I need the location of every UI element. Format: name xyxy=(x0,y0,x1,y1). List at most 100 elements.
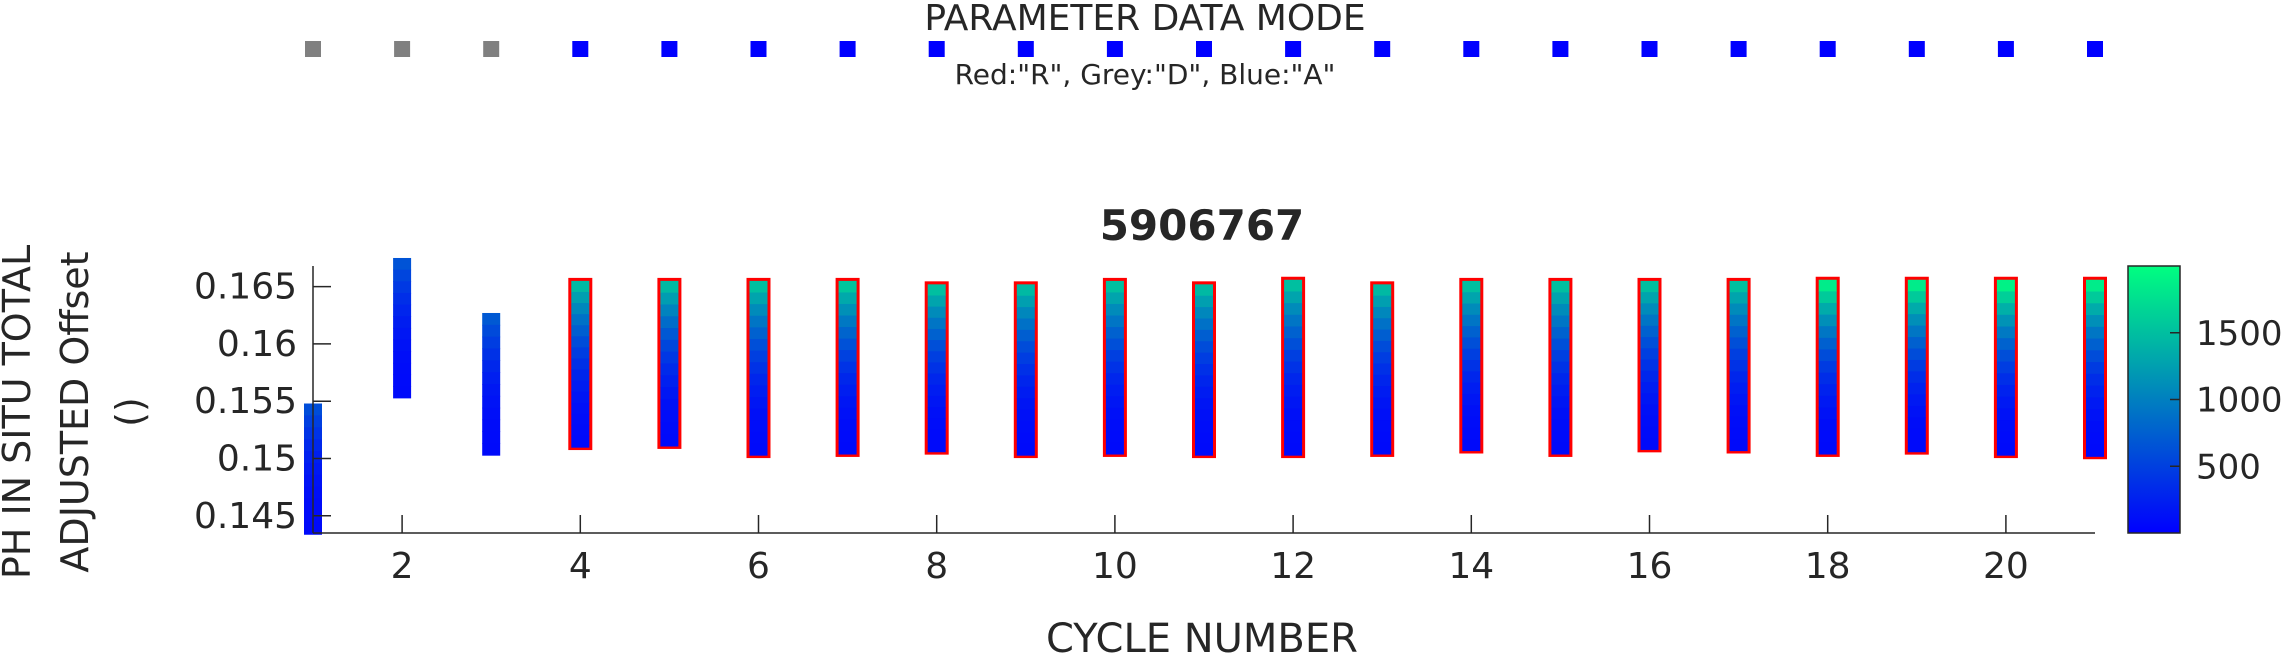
data-point xyxy=(1729,393,1748,406)
data-point xyxy=(571,347,590,360)
data-point xyxy=(1105,315,1124,328)
mode-marker xyxy=(305,41,321,57)
data-point xyxy=(749,397,768,410)
data-point xyxy=(838,327,857,340)
data-point xyxy=(1016,329,1035,342)
data-point xyxy=(838,303,857,317)
data-point xyxy=(1551,327,1570,340)
data-point xyxy=(838,373,857,386)
data-point xyxy=(482,419,501,432)
data-point xyxy=(749,420,768,433)
y-tick-label: 0.16 xyxy=(217,324,297,365)
data-point xyxy=(660,280,679,294)
x-tick-label: 6 xyxy=(747,546,770,587)
data-point xyxy=(1551,419,1570,432)
data-point xyxy=(393,362,412,376)
data-point xyxy=(571,435,590,448)
data-point xyxy=(749,327,768,340)
data-point xyxy=(1016,386,1035,399)
data-point xyxy=(1818,395,1837,409)
data-point xyxy=(1640,292,1659,304)
mode-marker xyxy=(1997,41,2014,57)
data-point xyxy=(927,295,946,308)
data-point xyxy=(1729,371,1748,384)
data-point xyxy=(1195,386,1213,399)
data-point xyxy=(1462,393,1481,406)
mode-marker xyxy=(1106,41,1123,57)
data-point xyxy=(927,384,946,397)
data-point xyxy=(1373,352,1392,365)
mode-marker xyxy=(661,41,678,57)
data-point xyxy=(1640,303,1659,316)
data-point xyxy=(1462,405,1481,418)
y-axis-label-line-2: ADJUSTED Offset xyxy=(53,251,97,572)
data-point xyxy=(749,362,768,375)
data-point xyxy=(1284,326,1303,339)
data-point xyxy=(1640,348,1659,361)
data-point xyxy=(1729,382,1748,395)
data-point xyxy=(1729,292,1748,305)
data-point xyxy=(1640,426,1659,439)
data-point xyxy=(1996,338,2015,351)
data-point xyxy=(1462,439,1481,452)
data-point xyxy=(2086,315,2104,328)
data-point xyxy=(1373,340,1392,353)
x-tick-label: 14 xyxy=(1448,546,1494,587)
data-point xyxy=(1551,280,1570,294)
data-point xyxy=(1195,432,1213,445)
data-point xyxy=(1373,431,1392,444)
mode-marker xyxy=(1730,41,1747,57)
data-point xyxy=(749,280,768,294)
data-point xyxy=(1818,314,1837,327)
data-point xyxy=(1373,408,1392,421)
data-point xyxy=(393,316,412,329)
data-point xyxy=(1284,384,1303,398)
data-point xyxy=(749,408,768,421)
chart-title: 5906767 xyxy=(1100,201,1305,250)
data-point xyxy=(838,396,857,409)
data-point xyxy=(482,348,501,361)
data-point xyxy=(1640,404,1659,417)
mode-marker xyxy=(1196,41,1212,57)
data-point xyxy=(2086,291,2104,304)
mode-marker xyxy=(1908,41,1925,57)
data-point xyxy=(482,395,501,409)
y-tick-label: 0.155 xyxy=(194,381,297,422)
data-point xyxy=(1462,326,1481,339)
mode-marker xyxy=(750,41,767,57)
y-axis-label-line-3: () xyxy=(108,397,152,427)
cycle-column xyxy=(1192,281,1216,459)
mode-marker xyxy=(839,41,856,57)
cycle-column xyxy=(746,277,771,459)
mode-marker xyxy=(2087,41,2103,57)
cycle-column xyxy=(1548,277,1573,457)
data-point xyxy=(1996,326,2015,339)
data-point xyxy=(1373,442,1392,455)
mode-markers xyxy=(305,41,2103,57)
data-point xyxy=(1105,350,1124,363)
data-point xyxy=(571,402,590,415)
x-axis: 2 4 6 8 10 12 14 16 18 20 xyxy=(313,515,2095,587)
data-point xyxy=(749,292,768,305)
colorbar: 500 1000 1500 xyxy=(2127,265,2283,534)
data-point xyxy=(660,410,679,423)
data-point xyxy=(1907,417,1926,430)
data-point xyxy=(1016,307,1035,320)
cycle-column xyxy=(482,312,501,456)
data-point xyxy=(1195,295,1213,308)
mode-strip-title: PARAMETER DATA MODE xyxy=(924,0,1365,39)
data-point xyxy=(1818,279,1837,292)
data-point xyxy=(660,328,679,341)
mode-marker xyxy=(1463,41,1480,57)
data-point xyxy=(1105,292,1124,305)
data-point xyxy=(1105,280,1124,294)
data-point xyxy=(1907,405,1926,418)
colorbar-tick-label: 1000 xyxy=(2196,381,2283,421)
data-point xyxy=(660,351,679,365)
data-point xyxy=(2086,303,2104,316)
data-point xyxy=(393,351,412,364)
data-point xyxy=(1373,363,1392,376)
data-point xyxy=(571,314,590,326)
data-point xyxy=(838,315,857,328)
cycle-column xyxy=(568,277,593,451)
